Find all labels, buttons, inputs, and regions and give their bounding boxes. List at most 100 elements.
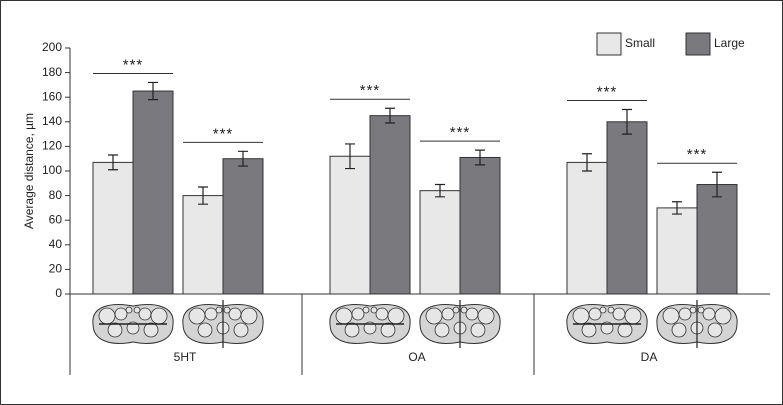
bar xyxy=(696,184,738,295)
brain-region xyxy=(470,322,486,338)
brain-region xyxy=(380,322,396,338)
bar xyxy=(566,161,608,295)
brain-region xyxy=(581,322,597,338)
y-tick-label: 100 xyxy=(42,163,62,177)
brain-region xyxy=(599,306,607,314)
brain-region xyxy=(702,307,716,321)
bar xyxy=(369,115,411,295)
brain-region xyxy=(714,307,732,325)
brain-region xyxy=(452,306,460,314)
y-tick-label: 20 xyxy=(49,262,63,276)
brain-region xyxy=(707,322,723,338)
brain-region xyxy=(624,307,642,325)
error-bar xyxy=(712,171,722,198)
brain-region xyxy=(477,307,495,325)
bar xyxy=(182,195,224,295)
error-bar xyxy=(108,154,118,171)
legend-swatch xyxy=(685,32,711,56)
legend-label: Large xyxy=(714,36,745,50)
brain-region xyxy=(607,306,615,314)
brain-region xyxy=(150,307,168,325)
y-tick-label: 200 xyxy=(42,40,62,54)
error-bar xyxy=(198,186,208,205)
brain-region xyxy=(107,322,123,338)
brain-region xyxy=(363,321,377,335)
brain-region xyxy=(671,322,687,338)
group-label: OA xyxy=(408,350,425,364)
brain-region xyxy=(114,307,128,321)
brain-region xyxy=(351,307,365,321)
significance-label: *** xyxy=(450,124,471,141)
group-label: DA xyxy=(641,350,658,364)
brain-region xyxy=(240,307,258,325)
bar xyxy=(92,161,134,295)
brain-region xyxy=(697,306,705,314)
brain-region xyxy=(678,307,692,321)
significance-label: *** xyxy=(213,125,234,142)
brain-region xyxy=(344,322,360,338)
brain-region xyxy=(572,307,590,325)
brain-region xyxy=(387,307,405,325)
y-tick-label: 160 xyxy=(42,89,62,103)
brain-region xyxy=(441,307,455,321)
legend-label: Small xyxy=(625,36,655,50)
brain-region xyxy=(588,307,602,321)
error-bar xyxy=(475,149,485,166)
error-bar xyxy=(622,108,632,135)
brain-region xyxy=(228,307,242,321)
bar xyxy=(222,158,264,295)
y-tick-label: 120 xyxy=(42,139,62,153)
brain-icon xyxy=(419,300,501,348)
group-label: 5HT xyxy=(174,350,197,364)
error-bar xyxy=(582,153,592,172)
y-tick-label: 80 xyxy=(49,188,63,202)
brain-icon xyxy=(92,304,174,344)
brain-icon xyxy=(329,304,411,344)
brain-icon xyxy=(182,300,264,348)
brain-region xyxy=(197,322,213,338)
brain-region xyxy=(98,307,116,325)
brain-region xyxy=(689,306,697,314)
brain-region xyxy=(370,306,378,314)
brain-region xyxy=(143,322,159,338)
brain-region xyxy=(617,322,633,338)
error-bar xyxy=(672,201,682,215)
brain-region xyxy=(600,321,614,335)
error-bar xyxy=(435,183,445,198)
brain-region xyxy=(125,306,133,314)
brain-region xyxy=(233,322,249,338)
bar xyxy=(329,155,371,295)
y-tick-label: 180 xyxy=(42,65,62,79)
significance-label: *** xyxy=(687,146,708,163)
error-bar xyxy=(345,143,355,170)
bar xyxy=(419,190,461,295)
bar xyxy=(459,156,501,295)
brain-region xyxy=(612,307,626,321)
brain-region xyxy=(133,306,141,314)
brain-region xyxy=(204,307,218,321)
brain-icon xyxy=(656,300,738,348)
legend-swatch xyxy=(596,32,622,56)
significance-label: *** xyxy=(597,83,618,100)
error-bar xyxy=(385,107,395,124)
brain-region xyxy=(465,307,479,321)
brain-region xyxy=(188,307,206,325)
bar xyxy=(132,90,174,295)
brain-region xyxy=(362,306,370,314)
brain-region xyxy=(434,322,450,338)
brain-region xyxy=(215,306,223,314)
brain-region xyxy=(375,307,389,321)
y-tick-label: 0 xyxy=(55,286,62,300)
brain-region xyxy=(138,307,152,321)
y-tick-label: 140 xyxy=(42,114,62,128)
brain-icon xyxy=(566,304,648,344)
significance-label: *** xyxy=(123,56,144,73)
brain-region xyxy=(460,306,468,314)
brain-region xyxy=(662,307,680,325)
brain-region xyxy=(223,306,231,314)
bar xyxy=(606,121,648,295)
error-bar xyxy=(238,150,248,167)
brain-region xyxy=(425,307,443,325)
brain-region xyxy=(335,307,353,325)
